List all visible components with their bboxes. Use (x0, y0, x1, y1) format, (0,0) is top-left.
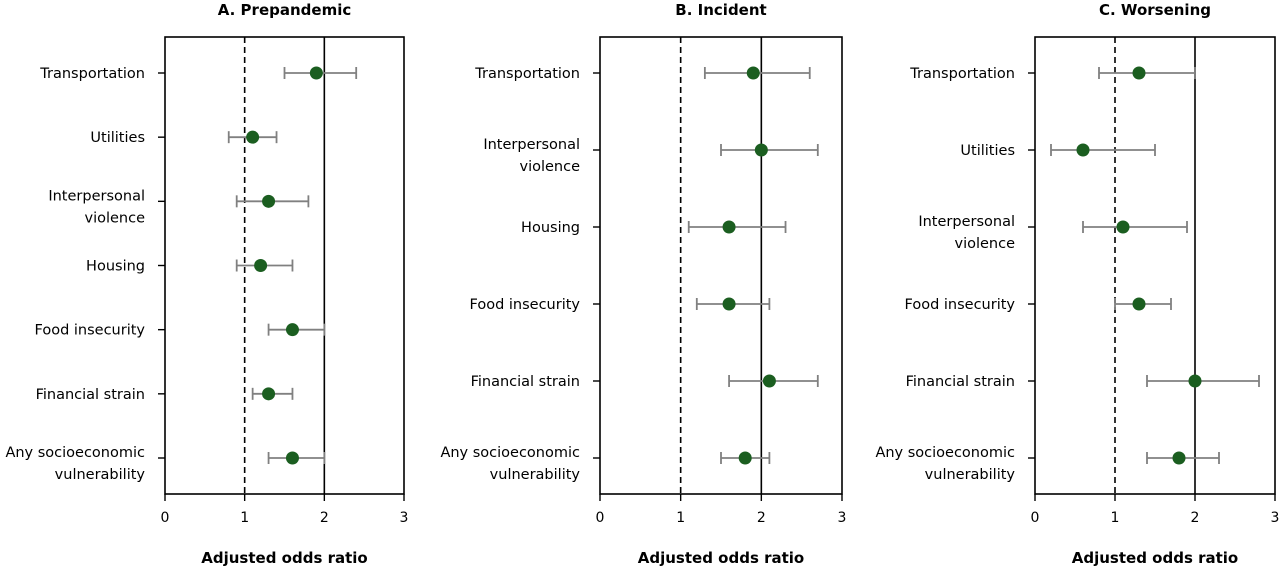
estimate-point (285, 323, 299, 337)
category-label-line: vulnerability (55, 467, 146, 483)
estimate-point (1172, 451, 1186, 465)
estimate-point (746, 66, 760, 80)
estimate-point (722, 220, 736, 234)
estimate-point (1116, 220, 1130, 234)
category-label: Utilities (960, 143, 1015, 159)
category-label: Transportation (474, 66, 580, 82)
category-label: Transportation (39, 66, 145, 82)
x-tick-label: 1 (240, 510, 249, 526)
estimate-point (1076, 143, 1090, 157)
category-label: Any socioeconomic vulnerability (875, 445, 1015, 483)
category-label: Financial strain (906, 374, 1015, 390)
plot-frame (599, 36, 843, 495)
category-label-line: Utilities (960, 143, 1015, 159)
category-label-line: Transportation (39, 66, 145, 82)
panel-title: C. Worsening (1099, 1, 1211, 19)
x-tick-label: 0 (596, 510, 605, 526)
category-label-line: vulnerability (490, 467, 581, 483)
category-label-line: Food insecurity (905, 297, 1016, 313)
category-label-line: Transportation (474, 66, 580, 82)
x-tick-label: 0 (1031, 510, 1040, 526)
category-label: Any socioeconomic vulnerability (440, 445, 580, 483)
panel-1: A. Prepandemic 0 1 2 3 Adjusted odds ratio Tra… (5, 1, 408, 567)
estimate-point (738, 451, 752, 465)
category-label-line: Interpersonal (48, 188, 145, 204)
category-label: Utilities (90, 130, 145, 146)
category-label-line: violence (954, 236, 1015, 252)
category-label-line: Financial strain (471, 374, 580, 390)
estimate-point (285, 451, 299, 465)
estimate-point (1132, 66, 1146, 80)
x-tick-label: 3 (1271, 510, 1280, 526)
category-label: Interpersonal violence (483, 137, 580, 175)
x-tick-label: 2 (1191, 510, 1200, 526)
category-label: Housing (86, 259, 145, 275)
panel-title: A. Prepandemic (218, 1, 351, 19)
x-tick-label: 3 (400, 510, 409, 526)
estimate-point (762, 374, 776, 388)
category-label-line: Interpersonal (918, 214, 1015, 230)
panel-title: B. Incident (675, 1, 766, 19)
category-label-line: Food insecurity (35, 323, 146, 339)
category-label-line: Any socioeconomic (875, 445, 1015, 461)
category-label-line: Any socioeconomic (440, 445, 580, 461)
estimate-point (262, 194, 276, 208)
x-axis-label: Adjusted odds ratio (1072, 549, 1238, 567)
x-tick-label: 1 (676, 510, 685, 526)
category-label-line: Financial strain (36, 387, 145, 403)
x-tick-label: 1 (1111, 510, 1120, 526)
panel-2: B. Incident 0 1 2 3 Adjusted odds ratio Transp… (440, 1, 846, 567)
estimate-point (262, 387, 276, 401)
estimate-point (1132, 297, 1146, 311)
panel-3: C. Worsening 0 1 2 3 Adjusted odds ratio Trans… (875, 1, 1279, 567)
x-tick-label: 2 (320, 510, 329, 526)
category-label: Interpersonal violence (48, 188, 145, 226)
estimate-point (309, 66, 323, 80)
x-tick-label: 2 (757, 510, 766, 526)
category-label: Housing (521, 220, 580, 236)
category-label-line: Transportation (909, 66, 1015, 82)
plot-frame (1034, 36, 1276, 495)
category-label: Food insecurity (905, 297, 1016, 313)
category-label-line: vulnerability (925, 467, 1016, 483)
estimate-point (254, 259, 268, 272)
category-label-line: Interpersonal (483, 137, 580, 153)
x-tick-label: 3 (838, 510, 847, 526)
category-label-line: Financial strain (906, 374, 1015, 390)
estimate-point (754, 143, 768, 157)
category-label: Transportation (909, 66, 1015, 82)
category-label-line: Housing (86, 259, 145, 275)
category-label: Any socioeconomic vulnerability (5, 445, 145, 483)
x-tick-label: 0 (161, 510, 170, 526)
category-label: Financial strain (36, 387, 145, 403)
category-label-line: violence (84, 210, 145, 226)
estimate-point (1188, 374, 1202, 388)
category-label: Food insecurity (35, 323, 146, 339)
estimate-point (246, 130, 260, 144)
category-label-line: Utilities (90, 130, 145, 146)
category-label-line: Housing (521, 220, 580, 236)
category-label-line: Food insecurity (470, 297, 581, 313)
category-label: Financial strain (471, 374, 580, 390)
category-label: Interpersonal violence (918, 214, 1015, 252)
category-label: Food insecurity (470, 297, 581, 313)
category-label-line: Any socioeconomic (5, 445, 145, 461)
x-axis-label: Adjusted odds ratio (201, 549, 367, 567)
estimate-point (722, 297, 736, 311)
category-label-line: violence (519, 159, 580, 175)
x-axis-label: Adjusted odds ratio (638, 549, 804, 567)
